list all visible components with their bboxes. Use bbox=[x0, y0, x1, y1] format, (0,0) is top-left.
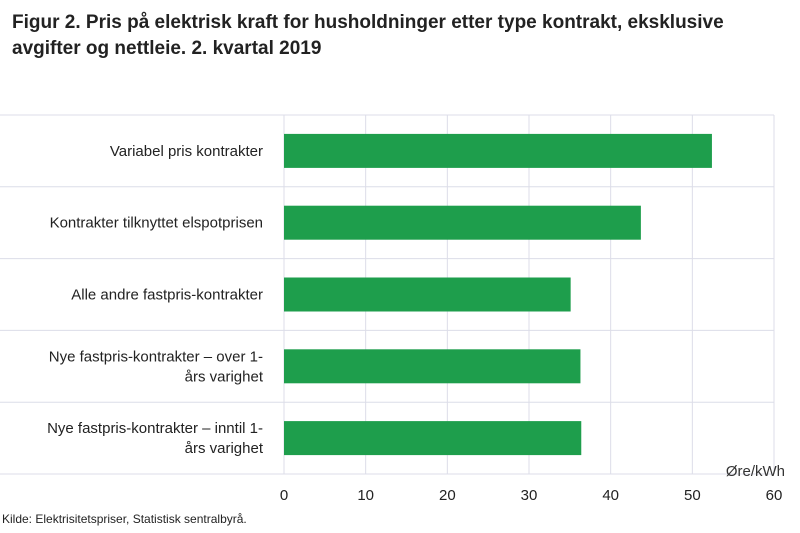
x-tick-labels: 0 10 20 30 40 50 60 bbox=[280, 487, 783, 504]
x-axis-unit-label: Øre/kWh bbox=[726, 463, 785, 480]
x-tick-label: 60 bbox=[766, 487, 783, 504]
category-label: Nye fastpris-kontrakter – over 1-års var… bbox=[49, 348, 264, 385]
x-tick-label: 50 bbox=[684, 487, 701, 504]
bar bbox=[284, 133, 712, 168]
category-label: Kontrakter tilknyttet elspotprisen bbox=[50, 215, 263, 232]
x-tick-label: 0 bbox=[280, 487, 288, 504]
category-label: Nye fastpris-kontrakter – inntil 1-års v… bbox=[47, 420, 264, 457]
source-note: Kilde: Elektrisitetspriser, Statistisk s… bbox=[2, 512, 247, 526]
x-tick-label: 30 bbox=[521, 487, 538, 504]
bars bbox=[284, 133, 712, 456]
bar bbox=[284, 277, 571, 312]
grid-lines bbox=[0, 114, 775, 475]
bar bbox=[284, 349, 581, 384]
bar bbox=[284, 205, 641, 240]
x-tick-label: 10 bbox=[357, 487, 374, 504]
x-tick-label: 40 bbox=[602, 487, 619, 504]
bar bbox=[284, 421, 582, 456]
chart-title: Figur 2. Pris på elektrisk kraft for hus… bbox=[12, 12, 724, 59]
category-label: Alle andre fastpris-kontrakter bbox=[71, 287, 263, 304]
x-tick-label: 20 bbox=[439, 487, 456, 504]
category-labels: Variabel pris kontrakter Kontrakter tilkn… bbox=[47, 143, 264, 457]
category-label: Variabel pris kontrakter bbox=[110, 143, 263, 160]
